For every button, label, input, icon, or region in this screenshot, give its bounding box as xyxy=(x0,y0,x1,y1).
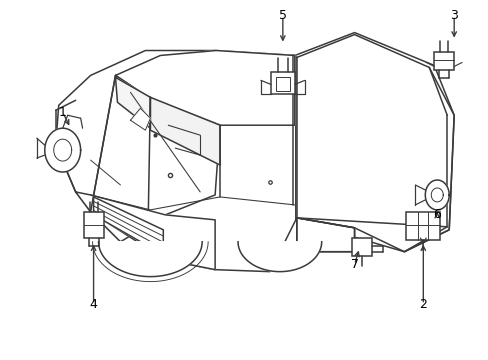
Polygon shape xyxy=(115,50,294,125)
Polygon shape xyxy=(99,242,202,276)
FancyBboxPatch shape xyxy=(83,212,103,238)
Polygon shape xyxy=(56,50,295,272)
Text: 3: 3 xyxy=(449,9,457,22)
FancyBboxPatch shape xyxy=(351,238,371,256)
Polygon shape xyxy=(425,180,448,210)
Polygon shape xyxy=(130,108,150,130)
FancyBboxPatch shape xyxy=(406,212,439,240)
Polygon shape xyxy=(76,192,215,270)
Text: 6: 6 xyxy=(432,208,440,221)
Text: 2: 2 xyxy=(419,298,427,311)
Polygon shape xyxy=(45,128,81,172)
FancyBboxPatch shape xyxy=(433,53,453,71)
Polygon shape xyxy=(93,197,163,255)
Polygon shape xyxy=(150,97,220,165)
Polygon shape xyxy=(296,218,354,252)
Polygon shape xyxy=(115,77,150,128)
Polygon shape xyxy=(238,242,321,272)
Text: 7: 7 xyxy=(350,258,358,271)
Text: 4: 4 xyxy=(89,298,97,311)
FancyBboxPatch shape xyxy=(270,72,294,94)
FancyBboxPatch shape xyxy=(275,77,289,91)
Text: 5: 5 xyxy=(278,9,286,22)
Polygon shape xyxy=(90,75,220,242)
Polygon shape xyxy=(294,32,453,252)
Text: 1: 1 xyxy=(59,106,66,119)
